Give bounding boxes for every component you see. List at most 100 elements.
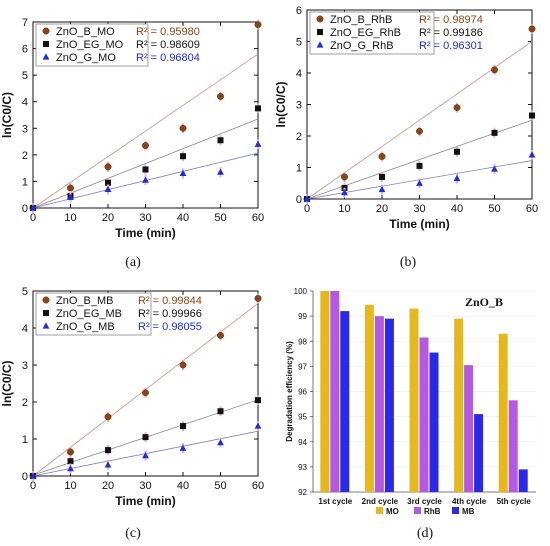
data-point xyxy=(67,448,74,456)
data-point xyxy=(67,193,74,200)
x-tick-label: 0 xyxy=(30,212,36,224)
x-tick-label: 60 xyxy=(526,203,538,215)
bar-rhb xyxy=(419,337,429,492)
y-tick-label: 92 xyxy=(298,488,307,497)
data-point xyxy=(217,439,224,446)
bar-mo xyxy=(498,333,508,492)
x-tick-label: 30 xyxy=(413,203,425,215)
y-tick-label: 94 xyxy=(298,438,307,447)
data-point xyxy=(217,168,224,175)
y-axis-label: Degradation efficiency (%) xyxy=(285,341,294,442)
legend-label: ZnO_G_MB xyxy=(56,321,115,333)
x-tick-label: 10 xyxy=(64,212,76,224)
x-tick-label: 20 xyxy=(376,203,388,215)
x-axis-label: Time (min) xyxy=(115,226,175,240)
legend-label: ZnO_EG_MO xyxy=(56,39,124,51)
scatter-panel-b: 0 10 20 30 40 50 60 0 1 2 3 4 5 6 Time (min) ln(C0/C) Zn… xyxy=(274,5,538,270)
data-point xyxy=(416,162,423,169)
x-tick-label: 50 xyxy=(214,480,226,492)
data-point xyxy=(254,422,262,429)
x-tick-label: 0 xyxy=(304,203,310,215)
data-point xyxy=(142,452,149,459)
panel-caption: (c) xyxy=(125,526,141,541)
bar-rhb xyxy=(464,365,474,492)
data-point xyxy=(453,104,461,112)
y-axis-label: ln(C0/C) xyxy=(0,92,14,138)
bar-panel-d: 92 93 94 95 96 97 98 99 100 1st cycle 2nd cycle 3rd… xyxy=(285,287,536,541)
legend-label: ZnO_B_RhB xyxy=(330,14,392,26)
data-point xyxy=(217,137,224,144)
r-squared-label: R² = 0.98974 xyxy=(419,14,483,26)
legend-label: ZnO_B_MO xyxy=(56,26,115,38)
r-squared-label: R² = 0.99966 xyxy=(138,308,202,320)
r-squared-label: R² = 0.99844 xyxy=(138,295,202,307)
legend-marker xyxy=(43,310,49,316)
category-label: 4th cycle xyxy=(452,497,487,506)
bar-mo xyxy=(320,291,330,492)
y-tick-label: 96 xyxy=(298,388,307,397)
data-point xyxy=(217,92,224,100)
x-tick-label: 40 xyxy=(177,212,189,224)
y-tick-label: 98 xyxy=(298,337,307,346)
bar-rhb xyxy=(508,400,518,492)
legend-label: RhB xyxy=(424,507,441,516)
bar-rhb xyxy=(330,291,340,492)
y-tick-label: 6 xyxy=(296,5,302,17)
y-tick-label: 1 xyxy=(22,434,28,446)
y-tick-label: 1 xyxy=(296,163,302,175)
data-point xyxy=(378,153,386,160)
data-point xyxy=(142,176,149,183)
x-tick-label: 10 xyxy=(338,203,350,215)
data-point xyxy=(104,461,112,468)
data-point xyxy=(416,127,423,135)
y-tick-label: 2 xyxy=(22,150,28,162)
legend-swatch xyxy=(414,507,421,514)
bar-mb xyxy=(474,414,484,492)
data-point xyxy=(528,151,536,158)
data-point xyxy=(179,361,187,369)
legend-marker xyxy=(43,41,49,47)
y-tick-label: 6 xyxy=(22,44,28,56)
y-tick-label: 93 xyxy=(298,463,307,472)
panel-caption: (a) xyxy=(125,255,141,270)
y-tick-label: 4 xyxy=(22,97,28,109)
r-squared-label: R² = 0.96301 xyxy=(419,40,483,52)
r-squared-label: R² = 0.96804 xyxy=(136,52,200,64)
x-tick-label: 50 xyxy=(214,212,226,224)
y-tick-label: 97 xyxy=(298,362,307,371)
y-tick-label: 4 xyxy=(296,68,302,80)
y-axis-label: ln(C0/C) xyxy=(0,361,14,407)
r-squared-label: R² = 0.98609 xyxy=(136,39,200,51)
bar-mo xyxy=(409,308,419,492)
data-point xyxy=(254,294,262,302)
data-point xyxy=(255,397,261,404)
x-tick-label: 30 xyxy=(139,480,151,492)
legend-label: ZnO_G_MO xyxy=(56,52,116,64)
r-squared-label: R² = 0.99186 xyxy=(419,27,483,39)
y-tick-label: 0 xyxy=(22,471,28,483)
bar-mb xyxy=(384,318,394,492)
panel-caption: (d) xyxy=(417,526,434,541)
x-tick-label: 10 xyxy=(64,480,76,492)
x-tick-label: 30 xyxy=(139,212,151,224)
data-point xyxy=(303,195,311,202)
data-point xyxy=(529,112,535,119)
legend-marker xyxy=(317,29,323,35)
data-point xyxy=(491,165,498,172)
data-point xyxy=(180,423,186,430)
data-point xyxy=(105,179,111,186)
data-point xyxy=(179,444,187,451)
legend-label: MB xyxy=(462,507,475,516)
x-tick-label: 40 xyxy=(451,203,463,215)
category-label: 2nd cycle xyxy=(362,497,399,506)
category-label: 5th cycle xyxy=(497,497,532,506)
fit-line xyxy=(32,53,259,209)
legend-swatch xyxy=(376,507,383,514)
x-tick-label: 60 xyxy=(252,480,264,492)
legend-box xyxy=(35,23,149,67)
data-point xyxy=(179,169,187,177)
category-label: 3rd cycle xyxy=(407,497,442,506)
fit-line xyxy=(306,41,533,200)
x-tick-label: 50 xyxy=(488,203,500,215)
